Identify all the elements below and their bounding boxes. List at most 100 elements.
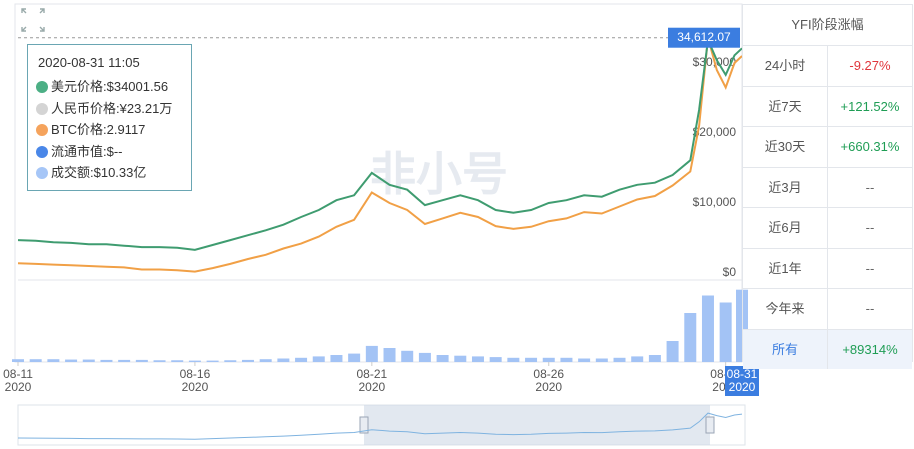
volume-bar	[295, 357, 308, 362]
tooltip-dot	[36, 102, 48, 115]
tooltip-text: 美元价格:$34001.56	[51, 79, 169, 94]
volume-bar	[489, 357, 502, 362]
period: 近30天	[764, 139, 806, 154]
tooltip-row: 美元价格:$34001.56	[36, 77, 168, 97]
change: +89314%	[827, 329, 912, 369]
change: +660.31%	[827, 127, 912, 167]
navigator-handle[interactable]	[705, 416, 715, 434]
volume-bar	[578, 358, 591, 362]
period: 今年来	[765, 301, 805, 316]
navigator-selection[interactable]	[364, 405, 710, 445]
period: 近3月	[768, 179, 802, 195]
panel-row: 所有 +89314%	[743, 329, 912, 369]
max-label: 34,612.07	[677, 30, 731, 44]
volume-bar	[224, 360, 237, 362]
price-line	[17, 37, 743, 273]
period: 近7天	[768, 98, 802, 114]
volume-bar	[436, 355, 449, 362]
volume-bar	[701, 295, 714, 362]
x-tick-label: 08-26	[533, 367, 564, 381]
panel-row: 近30天 +660.31%	[743, 127, 912, 168]
panel-row: 近7天 +121.52%	[743, 86, 912, 127]
volume-bar	[454, 355, 467, 362]
x-tick-year: 2020	[358, 380, 385, 394]
x-tick-label: 08-11	[3, 367, 33, 381]
period: 24小时	[764, 58, 806, 73]
volume-bar	[47, 359, 60, 362]
volume-bar	[613, 357, 626, 362]
stats-panel: YFI阶段涨幅 24小时 -9.27% 近7天 +121.52% 近30天 +660.31%…	[742, 4, 913, 369]
change: +121.52%	[827, 86, 912, 126]
tooltip-dot	[36, 124, 48, 136]
volume-bar	[82, 359, 95, 362]
panel-title: YFI阶段涨幅	[743, 5, 912, 46]
x-tick-label: 08-16	[180, 367, 211, 381]
panel-row: 近6月 --	[743, 208, 912, 249]
volume-bar	[560, 357, 573, 362]
volume-bar	[312, 356, 325, 362]
change: --	[827, 248, 912, 288]
volume-bar	[171, 360, 184, 362]
y-tick-label: $10,000	[693, 195, 737, 209]
tooltip-dot	[36, 167, 48, 179]
tooltip-dot	[36, 145, 48, 158]
change: --	[827, 208, 912, 248]
period: 所有	[771, 341, 798, 357]
volume-bar	[330, 355, 343, 362]
watermark: 非小号	[370, 148, 508, 200]
price-line	[17, 36, 743, 251]
change: -9.27%	[827, 46, 912, 86]
volume-bar	[206, 360, 219, 362]
volume-bar	[719, 302, 732, 362]
tooltip-row: 成交额:$10.33亿	[36, 163, 146, 183]
volume-bar	[631, 356, 644, 362]
volume-bar	[418, 352, 431, 362]
volume-bar	[241, 359, 254, 362]
tooltip-row: 人民币价格:¥23.21万	[36, 99, 172, 119]
period: 近1年	[768, 260, 802, 276]
panel-row: 近1年 --	[743, 248, 912, 289]
volume-bar	[666, 341, 679, 362]
navigator-line	[17, 412, 743, 440]
volume-bar	[365, 345, 378, 362]
tooltip-dot	[36, 81, 48, 93]
tooltip-row: BTC价格:2.9117	[36, 120, 145, 140]
x-tick-label: 08-21	[356, 367, 387, 381]
expand-icon[interactable]	[21, 8, 45, 32]
x-tick-year: 2020	[182, 380, 209, 394]
panel-row: 近3月 --	[743, 167, 912, 208]
volume-bar	[684, 313, 697, 362]
volume-bar	[277, 358, 290, 362]
y-tick-label: $20,000	[693, 125, 737, 139]
volume-bar	[525, 357, 538, 362]
navigator-handle[interactable]	[359, 416, 369, 434]
volume-bar	[348, 353, 361, 362]
crosshair-label: 08-31	[727, 367, 758, 381]
volume-bar	[118, 359, 131, 362]
tooltip-text: 人民币价格:¥23.21万	[51, 100, 173, 116]
volume-bar	[100, 359, 113, 362]
tooltip-text: 成交额:$10.33亿	[51, 165, 147, 180]
volume-bar	[188, 360, 201, 362]
crosshair-label-box	[725, 366, 759, 396]
tooltip-row: 流通市值:$--	[36, 142, 123, 162]
change: --	[827, 289, 912, 329]
x-tick-year: 2020	[5, 380, 32, 394]
volume-bar	[471, 356, 484, 362]
tooltip: 2020-08-31 11:05 美元价格:$34001.56 人民币价格:¥23.…	[27, 44, 192, 191]
volume-bar	[259, 359, 272, 362]
volume-bar	[65, 359, 78, 362]
panel-row: 今年来 --	[743, 289, 912, 330]
volume-bar	[135, 359, 148, 362]
x-tick-year: 2020	[535, 380, 562, 394]
volume-bar	[542, 357, 555, 362]
volume-bar	[507, 357, 520, 362]
volume-bar	[401, 350, 414, 362]
change: --	[827, 167, 912, 207]
volume-bar	[648, 355, 661, 362]
tooltip-text: 流通市值:$--	[51, 143, 123, 159]
panel-row: 24小时 -9.27%	[743, 46, 912, 87]
max-label-box	[668, 27, 740, 48]
